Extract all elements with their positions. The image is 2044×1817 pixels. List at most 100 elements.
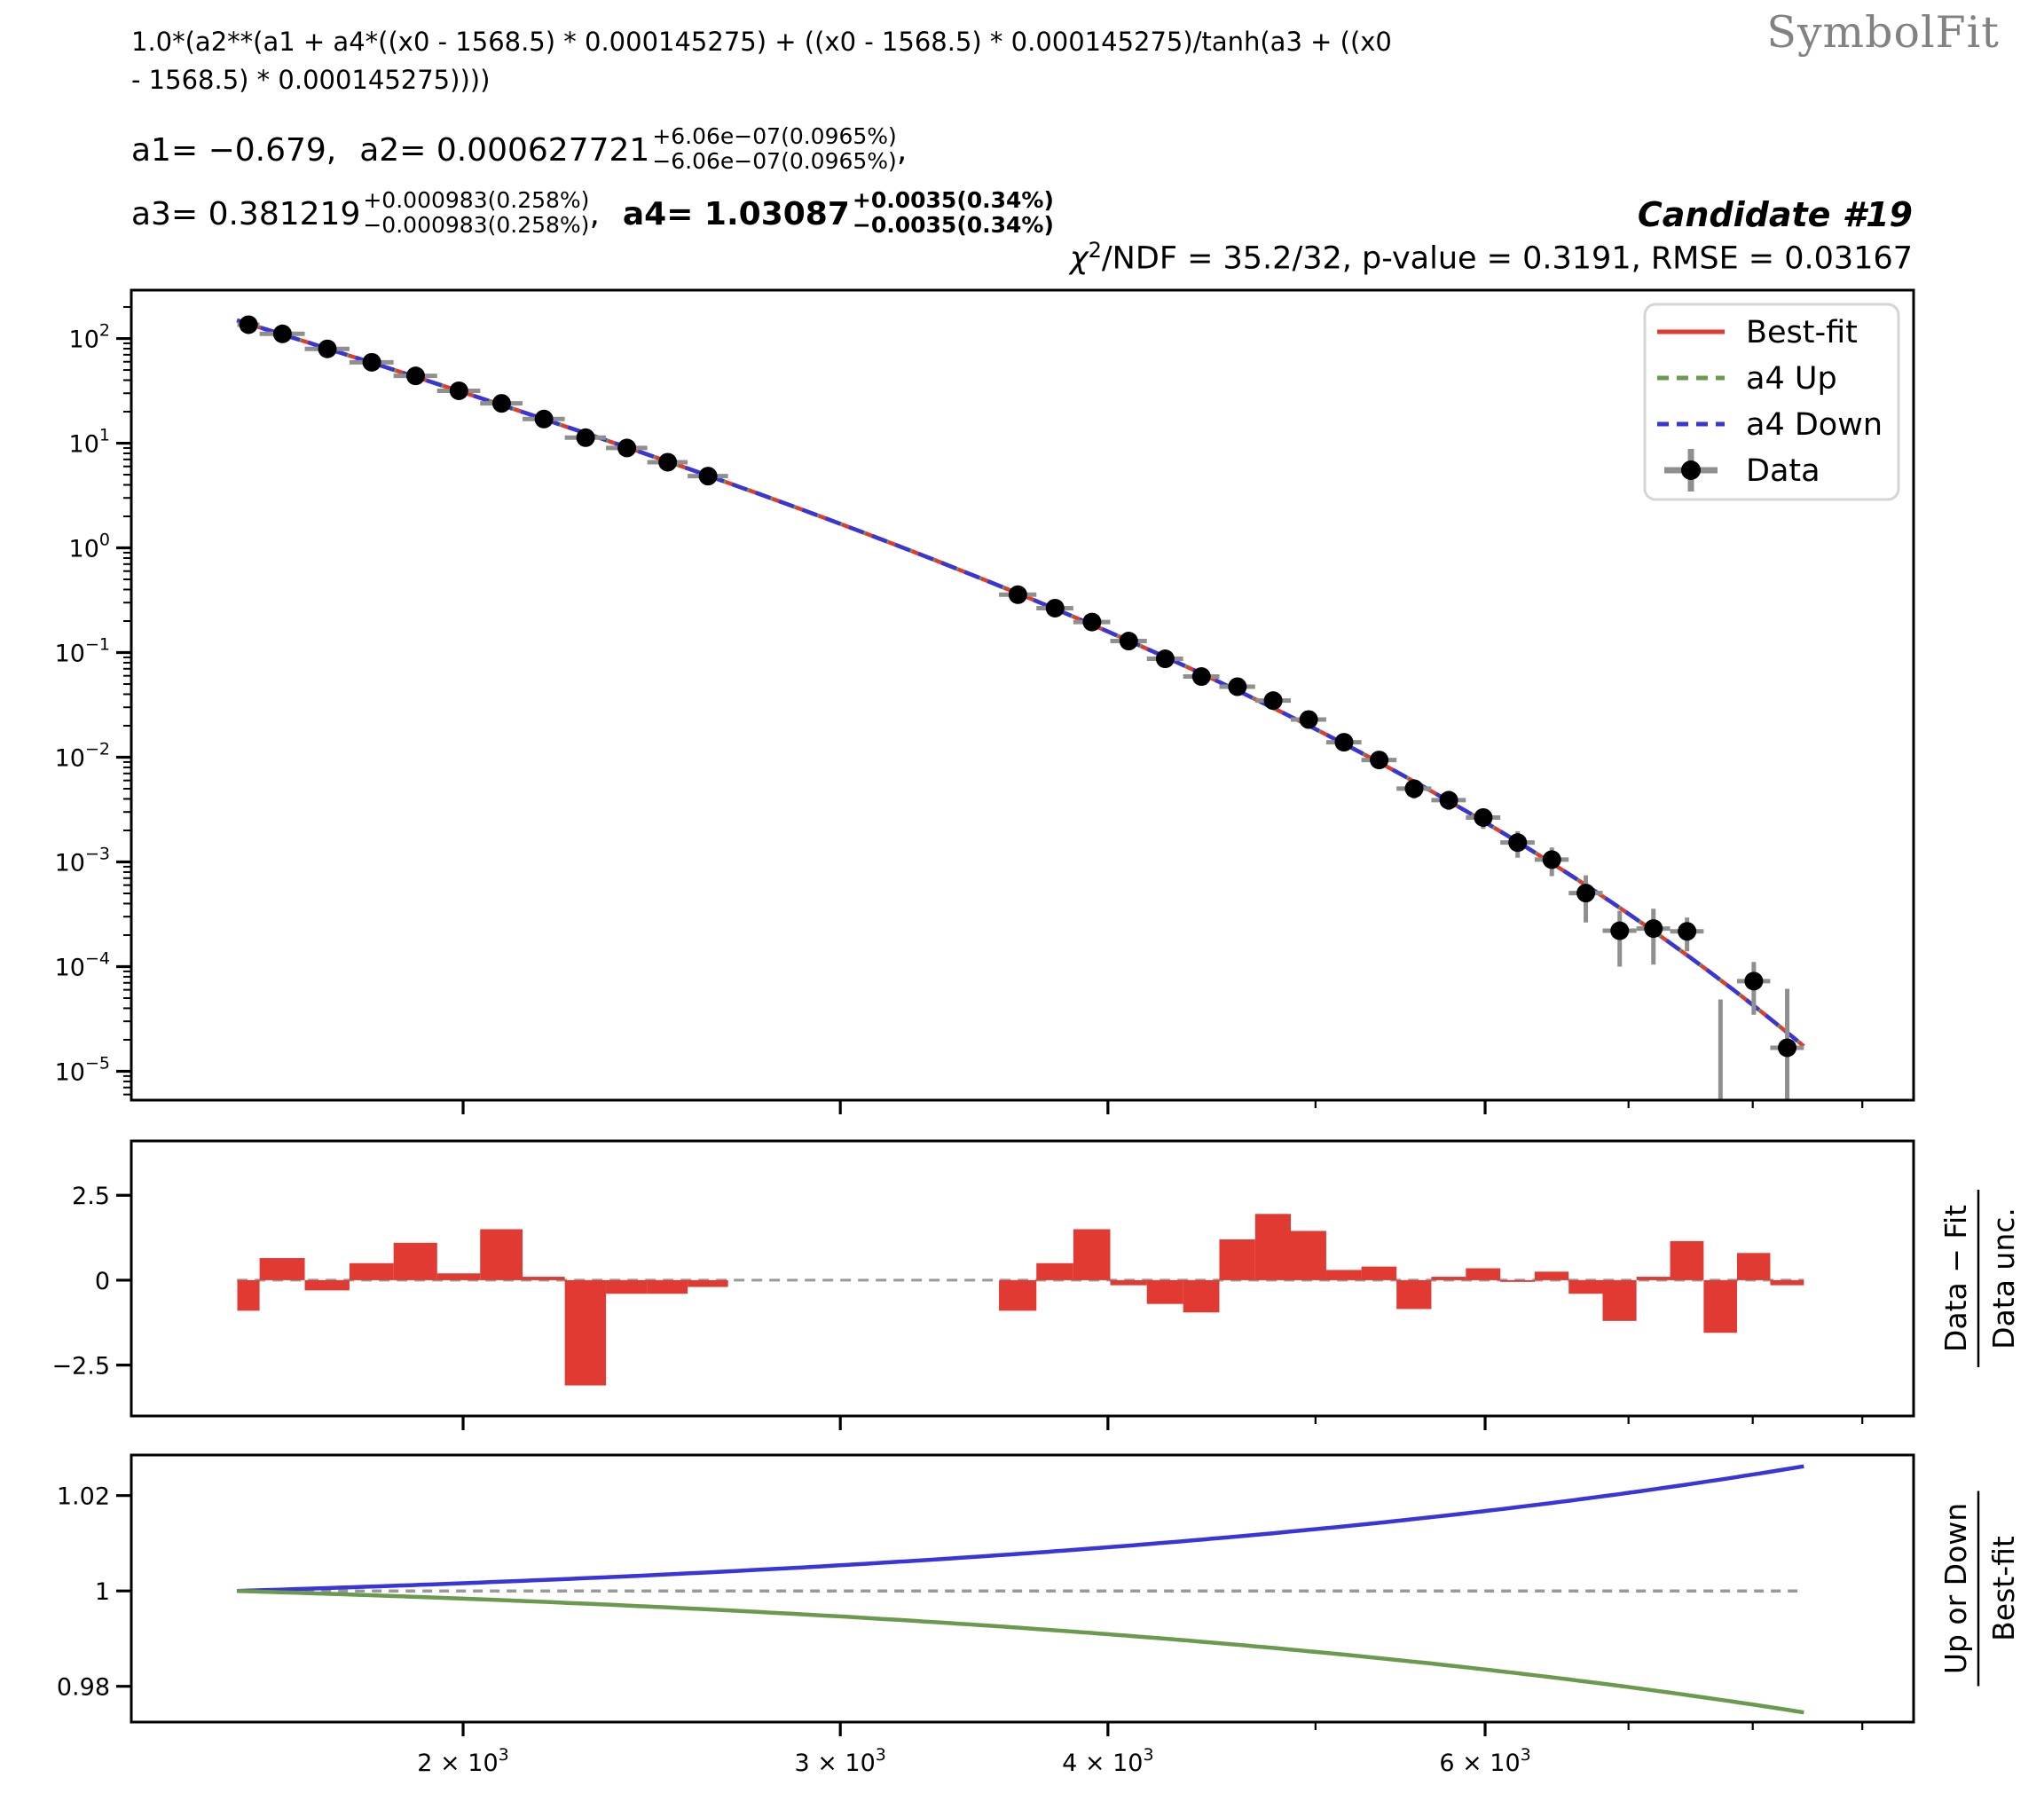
y-tick-label-main: 100 xyxy=(69,531,110,563)
a4-up-curve xyxy=(236,318,1805,1048)
data-point xyxy=(617,438,637,458)
fit-formula-line2: - 1568.5) * 0.000145275)))) xyxy=(131,65,491,95)
legend-box xyxy=(1643,303,1900,501)
residual-bar xyxy=(349,1262,394,1280)
svg-text:Data unc.: Data unc. xyxy=(1986,1207,2021,1349)
data-point xyxy=(1542,850,1561,869)
svg-text:Best-fit: Best-fit xyxy=(1986,1536,2021,1641)
residual-bar xyxy=(1703,1279,1737,1333)
fit-formula: 1.0*(a2**(a1 + a4*((x0 - 1568.5) * 0.000… xyxy=(131,23,1392,99)
residual-bar xyxy=(1431,1277,1466,1280)
param-a2-up: +6.06e−07(0.0965%) xyxy=(652,123,897,149)
param-a3: a3 = 0.381219 +0.000983(0.258%) −0.000983(… xyxy=(131,187,600,238)
residual-bar xyxy=(1073,1229,1111,1280)
data-point xyxy=(362,352,381,372)
parameters-line-2: a3 = 0.381219 +0.000983(0.258%) −0.000983(… xyxy=(131,188,1054,240)
residual-bar xyxy=(1396,1279,1432,1310)
residual-bar xyxy=(606,1279,648,1294)
legend-label: Best-fit xyxy=(1746,315,1858,350)
y-tick-label-main: 10−5 xyxy=(55,1053,110,1086)
symbolfit-logo: SymbolFit xyxy=(1766,7,2000,58)
residual-bar xyxy=(1568,1279,1603,1294)
svg-text:Data − Fit: Data − Fit xyxy=(1938,1205,1973,1352)
residual-bar xyxy=(1146,1279,1183,1304)
residual-bar xyxy=(1110,1279,1147,1286)
data-point xyxy=(1610,921,1630,940)
residual-bar xyxy=(1036,1262,1073,1280)
residual-bar xyxy=(1466,1268,1501,1280)
residual-bar xyxy=(259,1258,305,1280)
residual-bar xyxy=(1770,1279,1804,1286)
data-point xyxy=(406,366,426,386)
data-point xyxy=(1508,833,1528,853)
residual-bar xyxy=(688,1279,728,1287)
y-tick-label-main: 102 xyxy=(69,321,110,354)
x-tick-label: 3 × 103 xyxy=(794,1745,885,1777)
data-point xyxy=(1119,632,1138,651)
y-tick-label-main: 10−1 xyxy=(55,635,110,668)
data-point xyxy=(658,452,678,472)
param-a2: a2 = 0.000627721 +6.06e−07(0.0965%) −6.06e… xyxy=(359,123,908,174)
residual-bar xyxy=(1254,1214,1292,1280)
param-a3-up: +0.000983(0.258%) xyxy=(363,187,590,213)
y-tick-label-main: 10−3 xyxy=(55,844,110,877)
y-tick-label-main: 101 xyxy=(69,426,110,459)
y-tick-label-ratio: 0.98 xyxy=(57,1674,110,1702)
residual-bar xyxy=(480,1229,523,1280)
param-a1: a1 = −0.679, xyxy=(131,131,337,169)
residual-bar xyxy=(1361,1266,1397,1280)
best-fit-curve xyxy=(236,318,1805,1048)
param-a4: a4 = 1.03087 +0.0035(0.34%) −0.0035(0.34%) xyxy=(622,187,1054,238)
residual-bar xyxy=(564,1279,607,1386)
data-point xyxy=(1644,919,1663,939)
y-tick-label-ratio: 1 xyxy=(95,1578,110,1606)
main-panel-border xyxy=(130,288,1915,1102)
candidate-title: Candidate #19 xyxy=(1637,195,1913,234)
residual-bar xyxy=(1219,1239,1255,1280)
y-tick-label-ratio: 1.02 xyxy=(57,1483,110,1511)
param-a4-down: −0.0035(0.34%) xyxy=(852,212,1054,238)
residual-bar xyxy=(1183,1279,1220,1313)
data-point xyxy=(1228,677,1247,696)
data-point xyxy=(1191,667,1211,687)
legend-label: a4 Down xyxy=(1746,407,1883,443)
residual-bar xyxy=(523,1277,565,1280)
axes: 2 × 103 3 × 103 4 × 103 6 × 103 102 101 100 10−… xyxy=(51,288,2021,1777)
data-point xyxy=(1008,585,1027,604)
parameters-line-1: a1 = −0.679, a2 = 0.000627721 +6.06e−07(0… xyxy=(131,124,907,176)
residual-bar xyxy=(1636,1277,1671,1280)
data-point xyxy=(1439,791,1458,810)
residual-bar xyxy=(1602,1279,1637,1321)
residual-bar xyxy=(999,1279,1037,1311)
mid-panel-border xyxy=(130,1139,1915,1418)
data-point xyxy=(1334,733,1354,752)
x-tick-label: 6 × 103 xyxy=(1439,1745,1530,1777)
residual-bar xyxy=(1325,1270,1362,1280)
param-a2-down: −6.06e−07(0.0965%) xyxy=(652,148,897,174)
residual-bar xyxy=(304,1279,350,1291)
data-point xyxy=(1576,884,1596,903)
data-point xyxy=(1678,922,1697,941)
data-point xyxy=(1778,1038,1797,1058)
x-tick-label: 2 × 103 xyxy=(417,1745,508,1777)
fit-formula-line1: 1.0*(a2**(a1 + a4*((x0 - 1568.5) * 0.000… xyxy=(131,27,1392,57)
a4-down-curve xyxy=(236,318,1805,1048)
data-point xyxy=(318,339,337,358)
data-point xyxy=(272,324,292,343)
y-tick-label-residual: −2.5 xyxy=(51,1353,110,1380)
data-point xyxy=(1404,779,1424,798)
bot-panel-border xyxy=(130,1453,1915,1724)
residual-bar xyxy=(647,1279,688,1294)
x-tick-label: 4 × 103 xyxy=(1062,1745,1153,1777)
data-point xyxy=(1370,751,1389,770)
residual-axis-label: Data − Fit Data unc. xyxy=(1938,1190,2021,1367)
residual-bar xyxy=(1534,1271,1569,1280)
legend-label: a4 Up xyxy=(1746,361,1837,397)
data-point xyxy=(1155,649,1175,669)
residual-bar xyxy=(393,1242,437,1280)
data-point xyxy=(239,315,258,334)
ratio-a4-down-curve xyxy=(237,1464,1804,1593)
legend-marker-point xyxy=(1681,460,1701,480)
